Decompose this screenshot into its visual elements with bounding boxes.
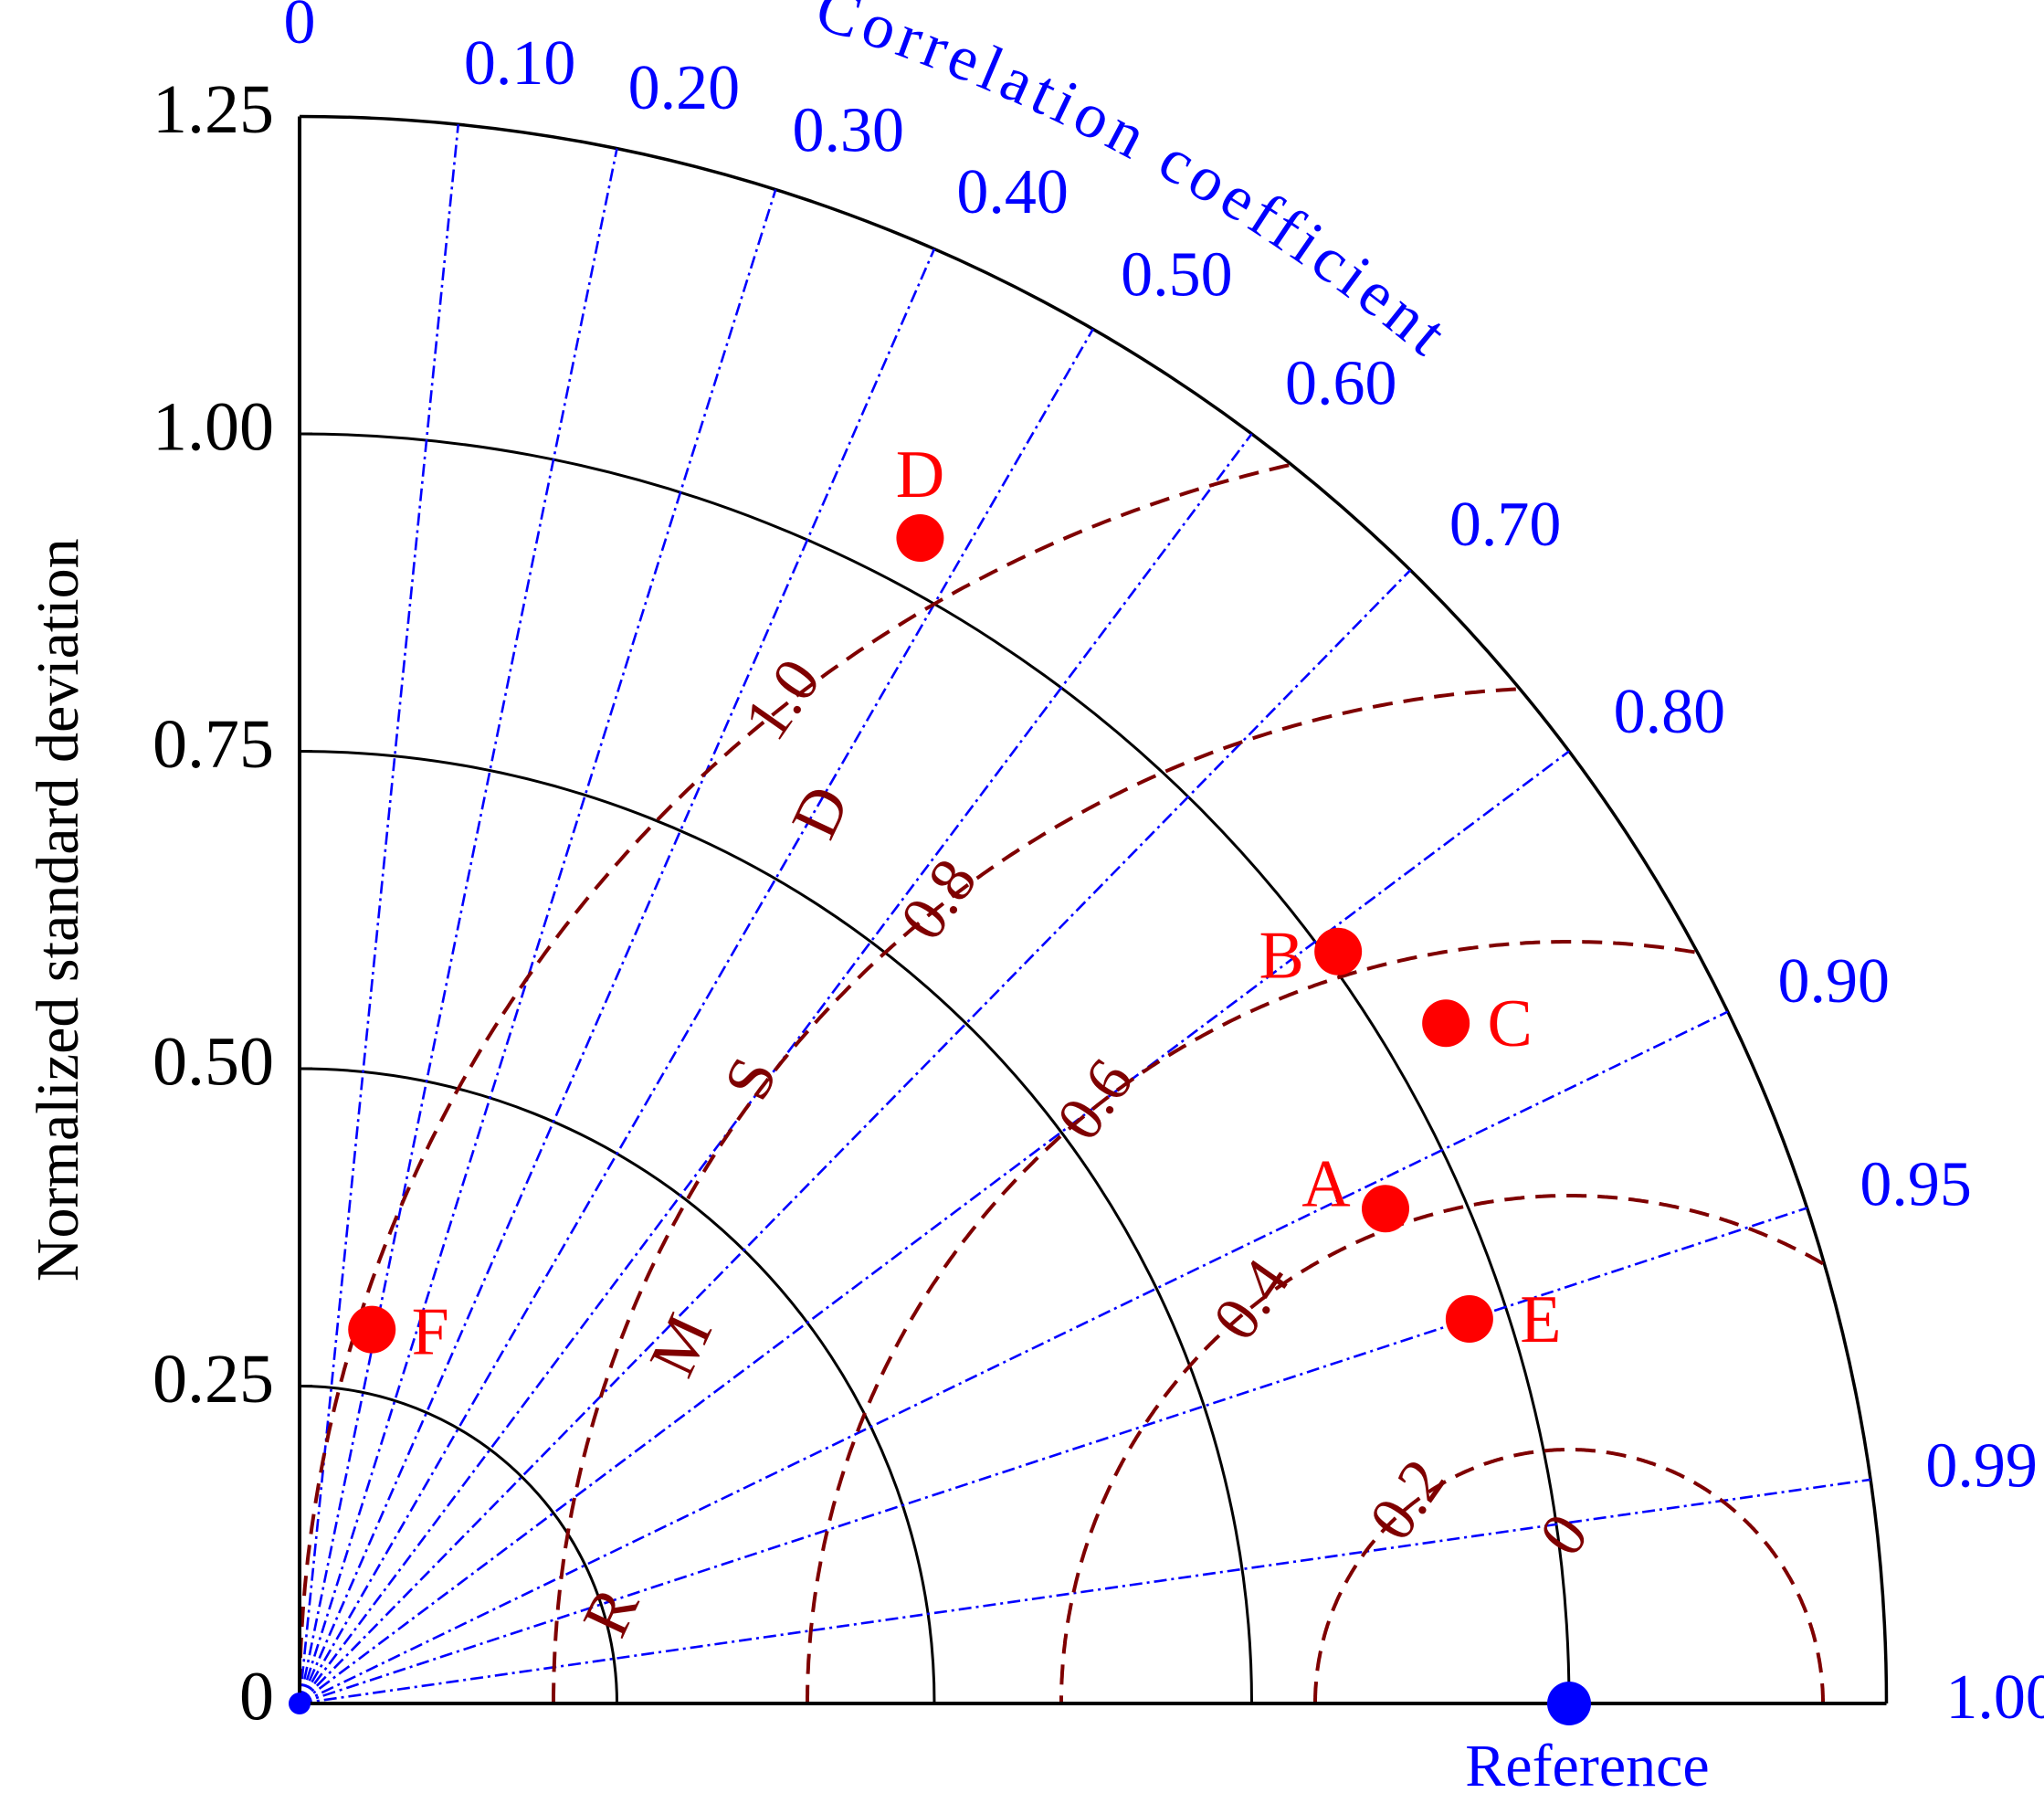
std-arcs [299, 114, 1889, 1704]
std-arc [299, 114, 1889, 1704]
point-label-a: A [1301, 1146, 1350, 1221]
corr-line [298, 148, 618, 1704]
corr-line [299, 1010, 1729, 1705]
point-c [1422, 999, 1470, 1048]
reference-point [1547, 1682, 1591, 1725]
rmsd-arc [806, 940, 1695, 1703]
corr-tick-label: 0.90 [1777, 946, 1890, 1017]
corr-line [299, 1478, 1871, 1705]
corr-tick-label: 0.50 [1121, 240, 1233, 311]
corr-tick-label: 0.40 [956, 157, 1069, 227]
corr-axis-label: Correlation coefficient [807, 0, 1463, 373]
corr-line [298, 248, 936, 1704]
point-label-e: E [1520, 1282, 1561, 1357]
y-axis-label: Normalized standard deviation [25, 538, 91, 1281]
std-arc [299, 750, 1253, 1704]
origin-point [289, 1693, 311, 1714]
corr-tick-label: 0.95 [1860, 1150, 1972, 1220]
point-f [348, 1305, 396, 1354]
corr-line [299, 569, 1412, 1704]
rmsd-axis-label-letter: R [568, 1577, 653, 1647]
rmsd-arc [552, 687, 1516, 1703]
point-e [1445, 1294, 1493, 1343]
rmsd-arc [298, 463, 1290, 1703]
rmsd-arc [1313, 1448, 1825, 1703]
std-arc [299, 432, 1571, 1704]
corr-tick-label: 0.60 [1285, 348, 1397, 418]
corr-tick-label: 0.10 [464, 28, 576, 99]
corr-tick-label: 0.80 [1614, 677, 1726, 747]
corr-tick-label: 1.00 [1945, 1662, 2044, 1733]
point-label-f: F [412, 1295, 449, 1370]
corr-tick-label: 0.70 [1449, 490, 1562, 560]
corr-line [298, 328, 1094, 1704]
reference-label: Reference [1465, 1733, 1709, 1799]
y-tick-label: 0 [239, 1658, 274, 1735]
correlation-lines: 00.10 0.200.300.400.500.600.700.800.900.9… [284, 0, 2044, 1733]
point-label-d: D [896, 438, 944, 512]
y-tick-label: 0.50 [153, 1023, 274, 1100]
axis-labels: Normalized standard deviation Reference [25, 538, 1710, 1799]
y-tick-label: 1.25 [153, 71, 274, 148]
corr-tick-label: 0 [284, 0, 316, 58]
corr-tick-label: 0.30 [792, 96, 904, 166]
point-label-c: C [1487, 986, 1532, 1061]
rmsd-tick-label: 0.8 [887, 847, 990, 953]
axes: 00.250.500.751.001.25 [153, 71, 1887, 1735]
std-arc [299, 1067, 936, 1704]
corr-line [298, 189, 777, 1704]
corr-tick-label: 0.99 [1925, 1430, 2038, 1501]
point-a [1362, 1185, 1410, 1233]
point-d [896, 514, 944, 563]
rmsd-arc [1059, 1194, 1824, 1703]
std-arc [299, 1385, 618, 1704]
y-tick-label: 0.75 [153, 706, 274, 783]
point-label-b: B [1259, 919, 1303, 994]
point-b [1314, 927, 1363, 976]
y-tick-label: 0.25 [153, 1341, 274, 1418]
rmsd-tick-label: 1.0 [731, 647, 834, 753]
rmsd-axis-label-letter: D [777, 775, 863, 849]
corr-axis-label-path: Correlation coefficient [807, 0, 1458, 373]
rmsd-axis-label-letter: M [635, 1303, 726, 1387]
corr-line [299, 1207, 1808, 1705]
y-tick-label: 1.00 [153, 388, 274, 465]
corr-line [299, 750, 1570, 1705]
data-points: A B C D E F [289, 438, 1591, 1725]
rmsd-tick-label: 0.2 [1356, 1447, 1459, 1553]
rmsd-tick-label: 0 [1526, 1502, 1602, 1568]
corr-tick-label: 0.20 [628, 53, 741, 123]
